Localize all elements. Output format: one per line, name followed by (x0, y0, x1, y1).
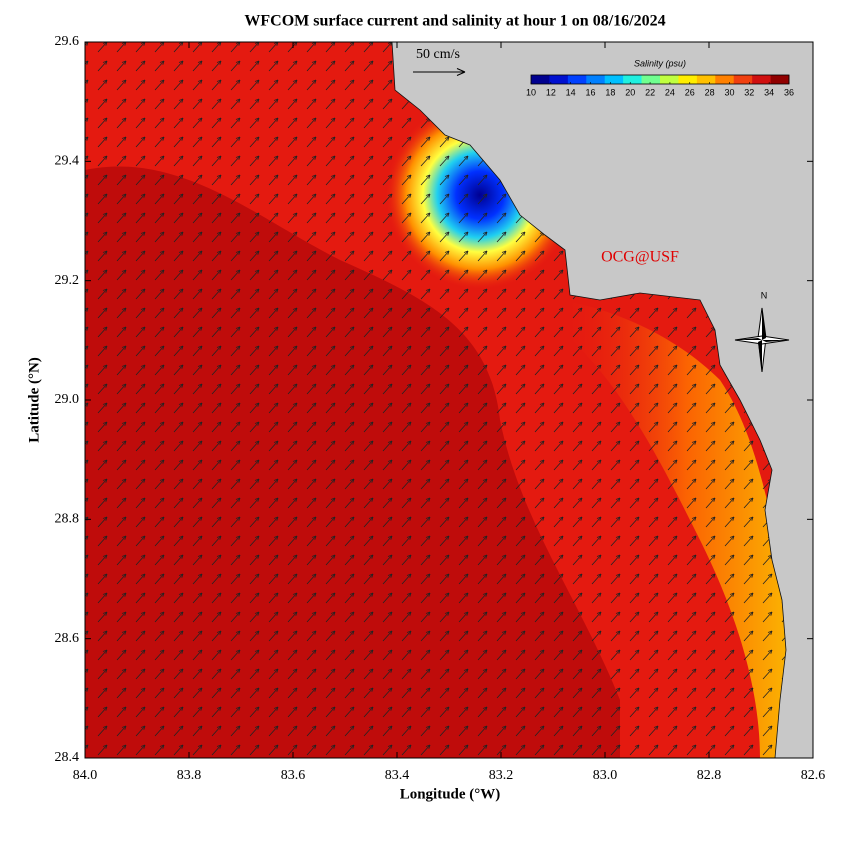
colorbar-segment (531, 75, 550, 84)
colorbar-tick-label: 32 (744, 87, 754, 97)
colorbar-frame (530, 74, 790, 85)
colorbar-segment (715, 75, 735, 84)
y-tick-label: 28.8 (55, 512, 80, 527)
title: WFCOM surface current and salinity at ho… (244, 13, 665, 30)
colorbar-segment (770, 75, 790, 84)
x-tick-label: 84.0 (73, 768, 98, 783)
colorbar-tick-label: 14 (566, 87, 576, 97)
colorbar-tick-label: 22 (645, 87, 655, 97)
colorbar-tick-label: 34 (764, 87, 774, 97)
colorbar-segment (604, 75, 624, 84)
colorbar-tick-label: 20 (625, 87, 635, 97)
colorbar-label: Salinity (psu) (634, 58, 686, 68)
x-tick-label: 82.6 (801, 768, 826, 783)
colorbar-segment (696, 75, 716, 84)
y-tick-label: 29.4 (55, 154, 80, 169)
colorbar-tick-label: 28 (705, 87, 715, 97)
x-tick-label: 83.8 (177, 768, 202, 783)
x-tick-label: 82.8 (697, 768, 722, 783)
x-tick-label: 83.4 (385, 768, 410, 783)
credit: OCG@USF (601, 249, 679, 266)
y-tick-label: 29.0 (55, 392, 80, 407)
y-tick-label: 29.2 (55, 273, 80, 288)
colorbar-segment (586, 75, 606, 84)
colorbar-segment (660, 75, 679, 84)
colorbar-segment (623, 75, 642, 84)
colorbar-segment (641, 75, 661, 84)
colorbar-tick-label: 26 (685, 87, 695, 97)
x-tick-label: 83.6 (281, 768, 306, 783)
colorbar-segment (549, 75, 569, 84)
scale-arrow-head (456, 68, 466, 76)
compass-label: N (761, 290, 768, 300)
y-tick-label: 28.4 (55, 750, 80, 765)
y-axis-label: Latitude (°N) (26, 357, 42, 443)
x-tick-label: 83.2 (489, 768, 514, 783)
colorbar-tick-label: 12 (546, 87, 556, 97)
colorbar-tick-label: 18 (605, 87, 615, 97)
colorbar-segment (567, 75, 587, 84)
colorbar-segment (752, 75, 771, 84)
compass: N (734, 290, 790, 373)
colorbar-tick-label: 24 (665, 87, 675, 97)
colorbar-tick-label: 16 (586, 87, 596, 97)
field (85, 42, 813, 758)
colorbar-tick-label: 36 (784, 87, 794, 97)
y-tick-label: 28.6 (55, 631, 80, 646)
colorbar-segment (733, 75, 753, 84)
y-tick-label: 29.6 (55, 34, 80, 49)
colorbar-tick-label: 30 (724, 87, 734, 97)
x-tick-label: 83.0 (593, 768, 618, 783)
colorbar-tick-label: 10 (526, 87, 536, 97)
colorbar-segment (678, 75, 698, 84)
x-axis-label: Longitude (°W) (400, 786, 501, 802)
scale-arrow-label: 50 cm/s (416, 47, 460, 62)
